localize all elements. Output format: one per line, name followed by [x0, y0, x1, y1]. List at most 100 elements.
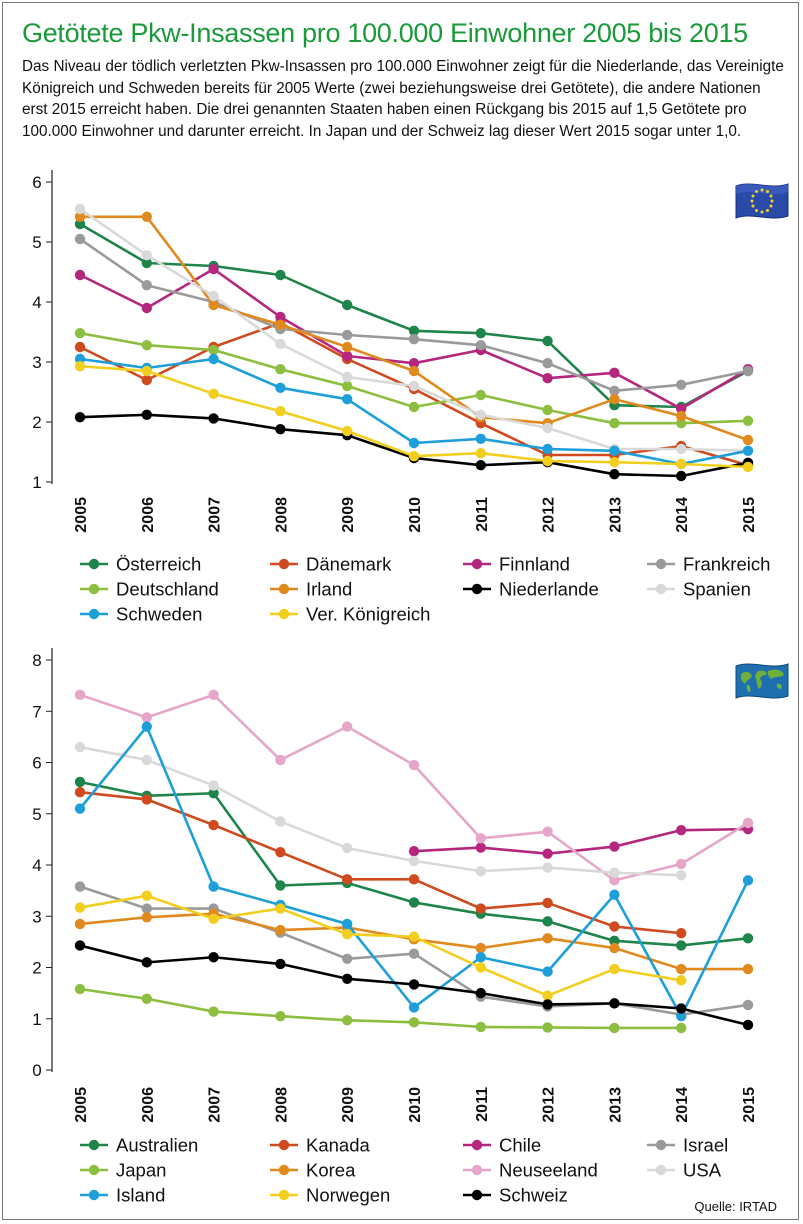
data-point-irland — [275, 319, 286, 330]
series-usa — [74, 741, 687, 881]
data-point-schweiz — [342, 973, 353, 984]
series-ver-koenigreich — [74, 361, 754, 473]
legend-swatch-dot — [471, 1189, 483, 1201]
data-point-usa — [141, 754, 152, 766]
legend-label: Island — [116, 1185, 165, 1206]
legend-label: Spanien — [683, 579, 751, 600]
data-point-korea — [275, 924, 286, 936]
x-tick-label: 2015 — [741, 497, 758, 533]
y-tick-label: 4 — [32, 856, 41, 875]
data-point-island — [74, 803, 86, 814]
data-point-deutschland — [141, 340, 152, 351]
y-tick-label: 4 — [32, 293, 41, 312]
data-point-japan — [208, 1006, 219, 1017]
legend-swatch-dot — [471, 583, 483, 595]
series-norwegen — [74, 890, 687, 1001]
data-point-australien — [742, 933, 754, 944]
data-point-australien — [609, 935, 620, 947]
x-tick-label: 2007 — [207, 497, 224, 533]
data-point-irland — [208, 299, 219, 311]
data-point-israel — [74, 881, 86, 892]
data-point-island — [609, 889, 620, 900]
data-point-niederlande — [208, 413, 219, 424]
data-point-frankreich — [609, 385, 620, 396]
x-tick-label: 2008 — [273, 1087, 290, 1123]
data-point-usa — [609, 867, 620, 878]
data-point-island — [542, 966, 553, 977]
legend-item-norwegen: Norwegen — [270, 1185, 390, 1206]
data-point-korea — [742, 963, 754, 975]
data-point-japan — [609, 1022, 620, 1034]
data-point-deutschland — [742, 415, 754, 426]
legend-label: Deutschland — [116, 579, 219, 600]
data-point-deutschland — [542, 404, 553, 416]
data-point-schweden — [609, 445, 620, 456]
data-point-norwegen — [208, 913, 219, 925]
legend-swatch-dot — [471, 1164, 483, 1176]
x-tick-label: 2005 — [73, 497, 90, 533]
series-chile — [408, 823, 754, 859]
data-point-israel — [408, 948, 420, 959]
data-point-spanien — [676, 443, 687, 455]
data-point-schweden — [542, 443, 553, 455]
data-point-australien — [542, 916, 553, 927]
data-point-korea — [141, 912, 152, 923]
data-point-neuseeland — [74, 689, 86, 701]
data-point-niederlande — [676, 470, 687, 482]
data-point-finnland — [542, 373, 553, 384]
data-point-oesterreich — [408, 325, 420, 336]
data-point-island — [408, 1002, 420, 1013]
legend-item-australien: Australien — [80, 1135, 198, 1156]
data-point-island — [141, 721, 152, 732]
data-point-korea — [609, 942, 620, 954]
legend-item-finnland: Finnland — [463, 554, 570, 575]
data-point-finnland — [609, 367, 620, 378]
legend-label: Korea — [306, 1160, 356, 1181]
legend-swatch-dot — [471, 1139, 483, 1151]
data-point-schweiz — [676, 1003, 687, 1014]
data-point-ver-koenigreich — [676, 458, 687, 470]
data-point-usa — [74, 741, 86, 753]
legend-swatch-dot — [88, 608, 100, 620]
data-point-schweiz — [275, 958, 286, 970]
y-tick-label: 6 — [32, 173, 41, 192]
page-title: Getötete Pkw-Insassen pro 100.000 Einwoh… — [22, 18, 748, 48]
legend-item-israel: Israel — [647, 1135, 728, 1156]
y-tick-label: 5 — [32, 233, 41, 252]
data-point-deutschland — [342, 380, 353, 392]
data-point-usa — [542, 862, 553, 873]
data-point-schweden — [742, 445, 754, 456]
data-point-deutschland — [475, 389, 486, 401]
data-point-neuseeland — [542, 826, 553, 837]
legend-swatch-dot — [278, 583, 290, 595]
data-point-japan — [475, 1021, 486, 1033]
data-point-daenemark — [74, 341, 86, 353]
data-point-australien — [408, 897, 420, 908]
legend-swatch-dot — [655, 1164, 667, 1176]
data-point-frankreich — [475, 340, 486, 351]
data-point-kanada — [342, 874, 353, 885]
data-point-frankreich — [742, 365, 754, 377]
source-note: Quelle: IRTAD — [694, 1199, 777, 1214]
data-point-schweden — [342, 394, 353, 405]
data-point-irland — [74, 211, 86, 222]
data-point-finnland — [141, 302, 152, 314]
data-point-island — [208, 881, 219, 892]
data-point-neuseeland — [342, 721, 353, 732]
data-point-kanada — [475, 903, 486, 914]
x-tick-label: 2010 — [407, 497, 424, 533]
legend-label: Neuseeland — [499, 1160, 598, 1181]
y-tick-label: 2 — [32, 959, 41, 978]
data-point-australien — [275, 880, 286, 891]
data-point-korea — [74, 918, 86, 930]
data-point-schweiz — [408, 979, 420, 990]
y-tick-label: 8 — [32, 651, 41, 670]
data-point-israel — [342, 953, 353, 964]
data-point-schweiz — [542, 999, 553, 1010]
data-point-neuseeland — [208, 689, 219, 701]
data-point-oesterreich — [475, 328, 486, 339]
data-point-deutschland — [275, 364, 286, 375]
legend-label: Frankreich — [683, 554, 770, 575]
data-point-spanien — [475, 409, 486, 420]
